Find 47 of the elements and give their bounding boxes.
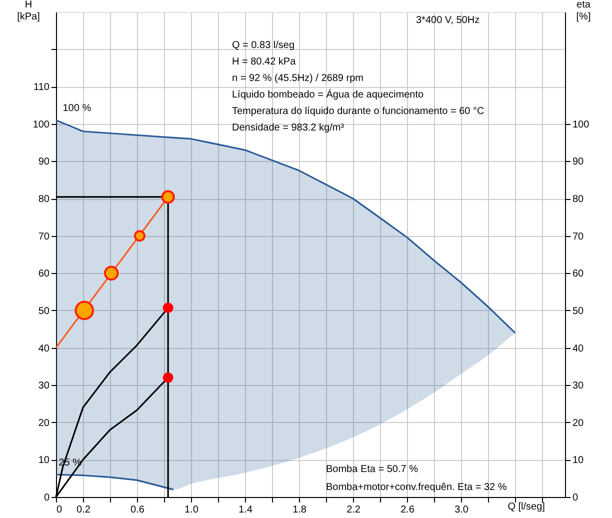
y-tick-label: 40 [38, 343, 50, 354]
annotation: Bomba+motor+conv.frequên. Eta = 32 % [326, 482, 507, 493]
x-tick-label: 2.2 [346, 504, 361, 516]
y2-tick-label: 70 [572, 231, 584, 242]
x-tick-label: 0.6 [130, 504, 145, 516]
y2-tick-label: 20 [572, 418, 584, 429]
y-tick-label: 100 [32, 119, 50, 130]
x-tick-label: 1.0 [184, 504, 199, 516]
y-tick-label: 110 [34, 82, 50, 94]
y-tick-label: 30 [38, 380, 50, 392]
x-tick-label: 0 [56, 504, 62, 516]
y2-tick-label: 50 [572, 306, 584, 317]
y2-tick-label: 40 [572, 343, 584, 354]
y-tick-label: 60 [38, 268, 50, 280]
y-tick-label: 80 [38, 194, 50, 206]
x-tick-label: 1.4 [238, 504, 253, 516]
y-tick-label: 0 [44, 492, 50, 504]
annotation: Bomba Eta = 50.7 % [326, 464, 418, 475]
y-tick-label: 90 [38, 156, 50, 168]
y2-tick-label: 90 [572, 156, 584, 168]
y2-axis-title: eta [%] [576, 0, 591, 22]
annotation: H = 80.42 kPa [232, 56, 296, 68]
y-tick-label: 50 [38, 306, 50, 317]
x-tick-label: 0.2 [76, 504, 91, 516]
y2-tick-label: 60 [572, 268, 584, 280]
y-axis-title: H [kPa] [17, 0, 40, 22]
annotation: Temperatura do líquido durante o funcionamento = 60 °C [232, 106, 484, 117]
annotation: Densidade = 983.2 kg/m³ [232, 122, 345, 134]
annotation: Q = 0.83 l/seg [232, 40, 295, 51]
y2-tick-label: 100 [572, 119, 590, 130]
y-tick-label: 10 [38, 455, 50, 466]
line-series [55, 474, 174, 490]
y-tick-label: 20 [38, 418, 50, 429]
annotation: n = 92 % (45.5Hz) / 2689 rpm [232, 73, 364, 84]
annotation: Líquido bombeado = Água de aquecimento [232, 88, 424, 100]
line-series [55, 119, 516, 334]
y2-tick-label: 80 [572, 194, 584, 206]
chart-title: 3*400 V, 50Hz [416, 15, 480, 26]
y2-tick-label: 10 [572, 455, 584, 466]
annotation: 100 % [62, 103, 92, 114]
x-axis-title: Q [l/seg] [508, 502, 546, 512]
y2-tick-label: 30 [572, 380, 584, 392]
x-tick-label: 2.6 [400, 504, 415, 516]
y-tick-label: 70 [38, 231, 50, 242]
y2-tick-label: 0 [572, 492, 578, 504]
x-tick-label: 3.0 [454, 504, 469, 516]
x-tick-label: 1.8 [292, 504, 307, 516]
